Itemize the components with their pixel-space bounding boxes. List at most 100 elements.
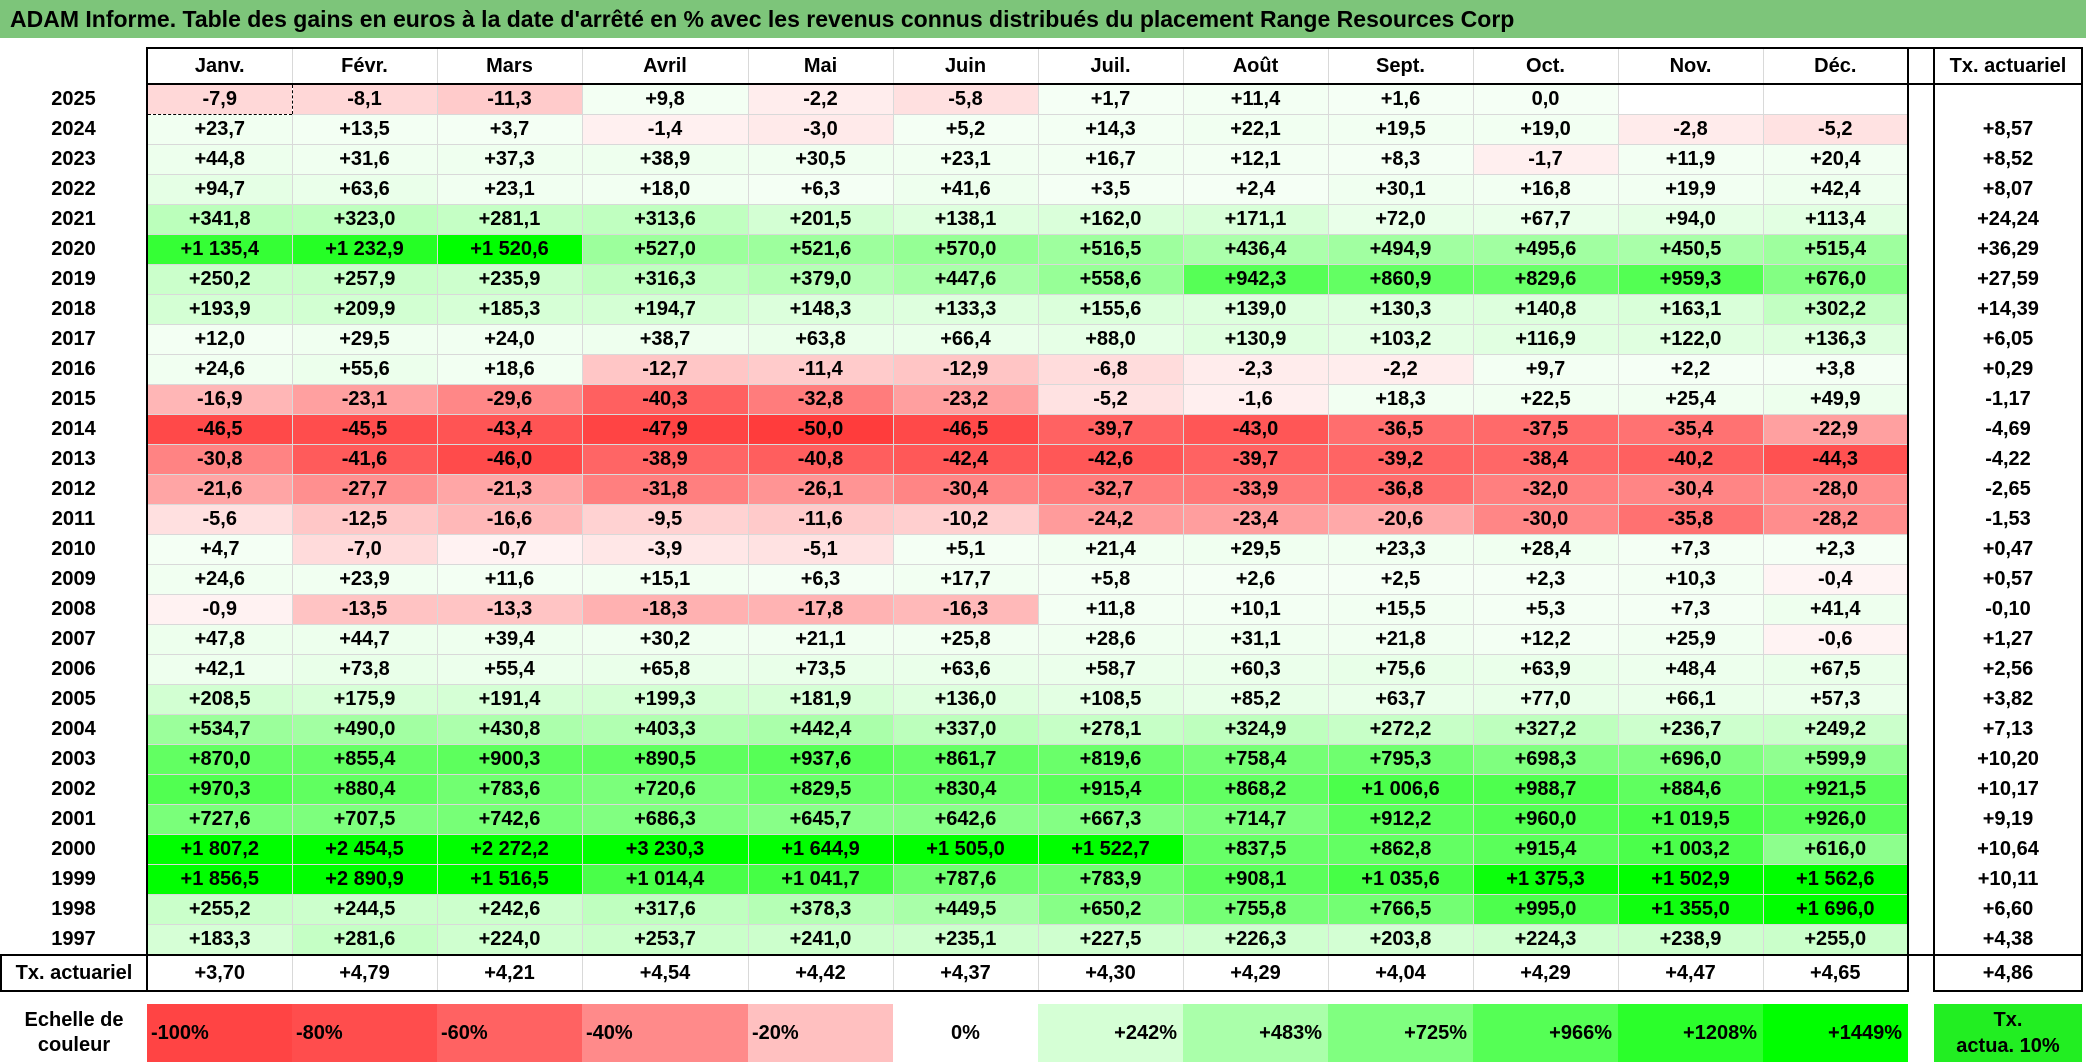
gain-cell: +37,3 [437,144,583,175]
table-row: 1997 +183,3 +281,6 +224,0 +253,7 +241,0 +235,1… [1,924,2083,956]
year-label: 2007 [1,624,148,655]
gain-cell: +696,0 [1618,744,1764,775]
total-cell: +4,42 [748,954,894,992]
month-header: Janv. [147,47,293,85]
year-label: 2008 [1,594,148,625]
gain-cell: -2,8 [1618,114,1764,145]
tx-actuariel-cell: -1,53 [1934,504,2083,535]
gain-cell: +2 890,9 [292,864,438,895]
gain-cell: +236,7 [1618,714,1764,745]
gain-cell: +1 006,6 [1328,774,1474,805]
gain-cell: +783,6 [437,774,583,805]
column-spacer [1907,564,1935,595]
month-header: Avril [582,47,749,85]
year-label: 2019 [1,264,148,295]
gain-cell: +255,0 [1763,924,1909,956]
gain-cell: +755,8 [1183,894,1329,925]
column-spacer [1907,144,1935,175]
table-row: 2006 +42,1 +73,8 +55,4 +65,8 +73,5 +63,6 +58,7 +… [1,654,2083,685]
gain-cell: -24,2 [1038,504,1184,535]
gain-cell: -45,5 [292,414,438,445]
gain-cell: +912,2 [1328,804,1474,835]
gain-cell: +103,2 [1328,324,1474,355]
spacer-cell [1,991,2082,1004]
year-label: 2025 [1,84,148,115]
gain-cell: +1 520,6 [437,234,583,265]
gain-cell: +18,0 [582,174,749,205]
color-scale-swatch: -60% [437,1004,582,1062]
table-row: 2012 -21,6 -27,7 -21,3 -31,8 -26,1 -30,4 -32,7-… [1,474,2083,505]
color-scale-swatch: -20% [748,1004,893,1062]
gain-cell: +4,7 [147,534,293,565]
gain-cell: +861,7 [893,744,1039,775]
column-spacer [1907,714,1935,745]
table-row: 2001 +727,6 +707,5 +742,6 +686,3 +645,7 +642,6… [1,804,2083,835]
gain-cell: -1,4 [582,114,749,145]
gain-cell: +31,6 [292,144,438,175]
gain-cell: -13,3 [437,594,583,625]
gain-cell: +133,3 [893,294,1039,325]
tx-actuariel-cell: +10,20 [1934,744,2083,775]
column-spacer [1907,384,1935,415]
column-spacer [1907,204,1935,235]
gain-cell: +3 230,3 [582,834,749,865]
year-label: 2021 [1,204,148,235]
total-cell: +4,29 [1473,954,1619,992]
gain-cell: +16,7 [1038,144,1184,175]
column-spacer [1907,504,1935,535]
gain-cell: +21,1 [748,624,894,655]
gain-cell: -47,9 [582,414,749,445]
gain-cell: +15,5 [1328,594,1474,625]
gain-cell: -38,9 [582,444,749,475]
gain-cell: +9,7 [1473,354,1619,385]
table-row: 2013 -30,8 -41,6 -46,0 -38,9 -40,8 -42,4 -42,6-… [1,444,2083,475]
gain-cell: +140,8 [1473,294,1619,325]
column-spacer [1907,444,1935,475]
year-label: 2001 [1,804,148,835]
gain-cell: -30,4 [1618,474,1764,505]
gain-cell: +249,2 [1763,714,1909,745]
gain-cell: +30,5 [748,144,894,175]
month-header: Mars [437,47,583,85]
gain-cell: +1 135,4 [147,234,293,265]
gain-cell: -27,7 [292,474,438,505]
gain-cell: +1,6 [1328,84,1474,115]
gain-cell: +1 232,9 [292,234,438,265]
month-header: Juin [893,47,1039,85]
gain-cell: +2,3 [1763,534,1909,565]
year-label: 2014 [1,414,148,445]
gain-cell: +2,5 [1328,564,1474,595]
column-spacer [1907,234,1935,265]
total-tx-actuariel: +4,86 [1934,954,2083,992]
gain-cell: +8,3 [1328,144,1474,175]
gain-cell: +28,6 [1038,624,1184,655]
total-cell: +4,37 [893,954,1039,992]
tx-actuariel-cell: +6,05 [1934,324,2083,355]
gain-cell: +829,5 [748,774,894,805]
gain-cell: +11,6 [437,564,583,595]
gain-cell: +194,7 [582,294,749,325]
gain-cell: -41,6 [292,444,438,475]
gain-cell: +257,9 [292,264,438,295]
gain-cell: +44,7 [292,624,438,655]
gain-cell: +12,1 [1183,144,1329,175]
gain-cell [1763,84,1909,115]
gain-cell: -22,9 [1763,414,1909,445]
month-header: Déc. [1763,47,1909,85]
gain-cell: +19,0 [1473,114,1619,145]
year-label: 2002 [1,774,148,805]
tx-actuariel-header: Tx. actuariel [1934,47,2083,85]
gain-cell: +73,8 [292,654,438,685]
gain-cell: -38,4 [1473,444,1619,475]
gain-cell: -5,2 [1038,384,1184,415]
gain-cell: -0,4 [1763,564,1909,595]
gain-cell: +995,0 [1473,894,1619,925]
gain-cell: +224,3 [1473,924,1619,956]
gain-cell: -46,5 [893,414,1039,445]
table-row: 2002 +970,3 +880,4 +783,6 +720,6 +829,5 +830,4… [1,774,2083,805]
gain-cell: +7,3 [1618,534,1764,565]
gain-cell: +937,6 [748,744,894,775]
gain-cell: +960,0 [1473,804,1619,835]
column-spacer [1907,264,1935,295]
month-header: Sept. [1328,47,1474,85]
